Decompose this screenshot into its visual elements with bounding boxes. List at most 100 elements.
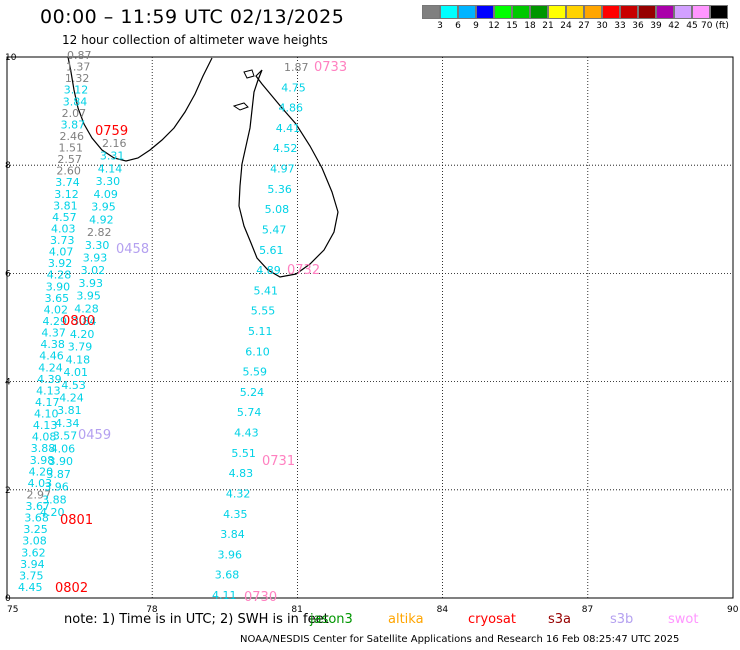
x-tick-label: 75 [7, 605, 18, 615]
wave-height-value: 5.74 [237, 406, 262, 419]
wave-height-value: 4.13 [33, 419, 58, 432]
pass-time-label: 0733 [314, 60, 347, 75]
wave-height-value: 3.65 [45, 292, 69, 305]
wave-height-value: 4.18 [66, 353, 91, 366]
wave-height-value: 4.45 [18, 581, 43, 594]
wave-height-value: 3.12 [54, 188, 79, 201]
wave-height-value: 3.02 [81, 264, 106, 277]
wave-height-value: 3.73 [50, 234, 75, 247]
y-tick-label: 4 [5, 378, 11, 388]
wave-height-value: 4.41 [276, 122, 301, 135]
scale-swatch [512, 5, 530, 19]
wave-height-value: 3.25 [23, 523, 48, 536]
x-tick-label: 90 [727, 605, 739, 615]
wave-height-value: 4.17 [35, 396, 60, 409]
map-subtitle: 12 hour collection of altimeter wave hei… [62, 33, 328, 47]
wave-height-value: 1.51 [58, 142, 82, 155]
scale-swatch [692, 5, 710, 19]
pass-time-label: 0458 [116, 242, 149, 257]
wave-height-value: 5.41 [254, 284, 278, 297]
wave-height-value: 3.81 [57, 404, 82, 417]
wave-height-value: 3.90 [49, 455, 74, 468]
scale-label: 45 [686, 21, 698, 31]
wave-height-value: 3.90 [46, 280, 70, 293]
wave-height-value: 3.94 [20, 558, 44, 571]
wave-height-value: 0.87 [67, 49, 92, 62]
wave-height-value: 3.81 [53, 199, 78, 212]
wave-height-value: 3.12 [64, 84, 89, 97]
wave-height-value: 4.29 [43, 315, 68, 328]
y-tick-label: 6 [5, 269, 11, 279]
x-tick-label: 81 [291, 605, 302, 615]
wave-height-value: 3.30 [85, 239, 110, 252]
wave-height-value: 4.75 [281, 81, 306, 94]
wave-height-value: 2.82 [87, 226, 112, 239]
wave-height-value: 4.39 [37, 373, 62, 386]
wave-height-value: 4.06 [51, 442, 75, 455]
altimeter-track-mid: 2.163.314.143.304.093.954.922.823.303.93… [40, 137, 127, 519]
scale-label: 24 [560, 21, 572, 31]
pass-time-label: 0731 [262, 454, 295, 469]
wave-height-value: 4.86 [278, 102, 303, 115]
scale-swatch [656, 5, 674, 19]
scale-label: 33 [614, 21, 626, 31]
wave-height-value: 4.28 [47, 269, 71, 282]
map-title: 00:00 – 11:59 UTC 02/13/2025 [40, 6, 345, 28]
scale-label: 18 [524, 21, 536, 31]
wave-height-value: 4.28 [74, 302, 99, 315]
wave-height-value: 4.34 [55, 417, 79, 430]
wave-height-value: 1.87 [284, 61, 309, 74]
wave-height-value: 3.62 [21, 546, 46, 559]
wave-height-value: 3.96 [218, 548, 243, 561]
scale-label: 30 [596, 21, 608, 31]
x-tick-label: 78 [146, 605, 158, 615]
satellite-legend-item: jason3 [310, 612, 353, 627]
wave-height-value: 4.57 [52, 211, 77, 224]
pass-time-label: 0800 [62, 314, 95, 329]
wave-height-value: 3.92 [48, 257, 73, 270]
map-frame [6, 56, 734, 599]
wave-height-value: 5.61 [259, 244, 284, 257]
satellite-legend-item: cryosat [468, 612, 516, 627]
wave-height-value: 4.89 [256, 264, 281, 277]
wave-height-value: 2.46 [60, 130, 85, 143]
y-tick-label: 0 [5, 594, 11, 604]
wave-height-value: 3.84 [220, 528, 245, 541]
wave-height-value: 4.14 [98, 162, 123, 175]
wave-height-value: 4.10 [34, 408, 59, 421]
scale-swatch [422, 5, 440, 19]
wave-height-value: 5.11 [248, 325, 273, 338]
scale-label: 36 [632, 21, 644, 31]
wave-height-value: 5.59 [242, 366, 267, 379]
color-scale-legend [422, 5, 728, 19]
wave-height-value: 4.20 [29, 465, 54, 478]
altimeter-track-west: 0.871.371.323.123.842.073.872.461.512.57… [18, 49, 92, 594]
scale-swatch [710, 5, 728, 19]
scale-swatch [548, 5, 566, 19]
wave-height-value: 3.79 [68, 341, 93, 354]
scale-swatch [494, 5, 512, 19]
wave-height-value: 4.03 [28, 477, 53, 490]
wave-height-value: 5.24 [240, 386, 265, 399]
scale-label: 6 [455, 21, 461, 31]
wave-height-value: 3.93 [83, 252, 108, 265]
wave-height-value: 3.98 [30, 454, 55, 467]
wave-height-value: 4.24 [38, 361, 63, 374]
wave-height-value: 4.52 [273, 142, 298, 155]
wave-height-value: 3.68 [215, 569, 240, 582]
scale-swatch [584, 5, 602, 19]
jaffna-islets [243, 69, 255, 79]
wave-height-value: 3.96 [44, 481, 69, 494]
y-tick-label: 2 [5, 486, 11, 496]
scale-label: 3 [437, 21, 443, 31]
pass-time-label: 0759 [95, 124, 128, 139]
wave-height-value: 4.07 [49, 246, 74, 259]
wave-height-value: 3.75 [19, 569, 43, 582]
pass-time-labels: 0733 0759 0458 0732 0800 0459 0731 0801 0802 0730 [55, 60, 347, 605]
wave-height-value: 3.88 [42, 493, 67, 506]
altimeter-track-east: 1.87 4.75 4.86 4.41 4.52 4.97 5.36 5.08 5.47 5.61… [212, 61, 309, 602]
wave-height-value: 3.08 [22, 535, 47, 548]
pass-time-label: 0732 [287, 263, 320, 278]
wave-height-value: 4.97 [270, 163, 295, 176]
wave-height-value: 4.92 [89, 213, 114, 226]
